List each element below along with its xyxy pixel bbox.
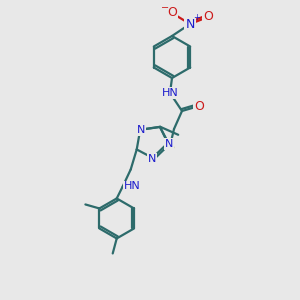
Text: N: N [185, 17, 195, 31]
Text: S: S [166, 140, 174, 152]
Text: N: N [137, 125, 146, 135]
Text: O: O [167, 7, 177, 20]
Text: HN: HN [124, 182, 140, 191]
Text: −: − [161, 3, 169, 13]
Text: N: N [165, 139, 173, 149]
Text: HN: HN [162, 88, 178, 98]
Text: O: O [194, 100, 204, 112]
Text: N: N [148, 154, 157, 164]
Text: O: O [203, 11, 213, 23]
Text: +: + [194, 13, 200, 22]
